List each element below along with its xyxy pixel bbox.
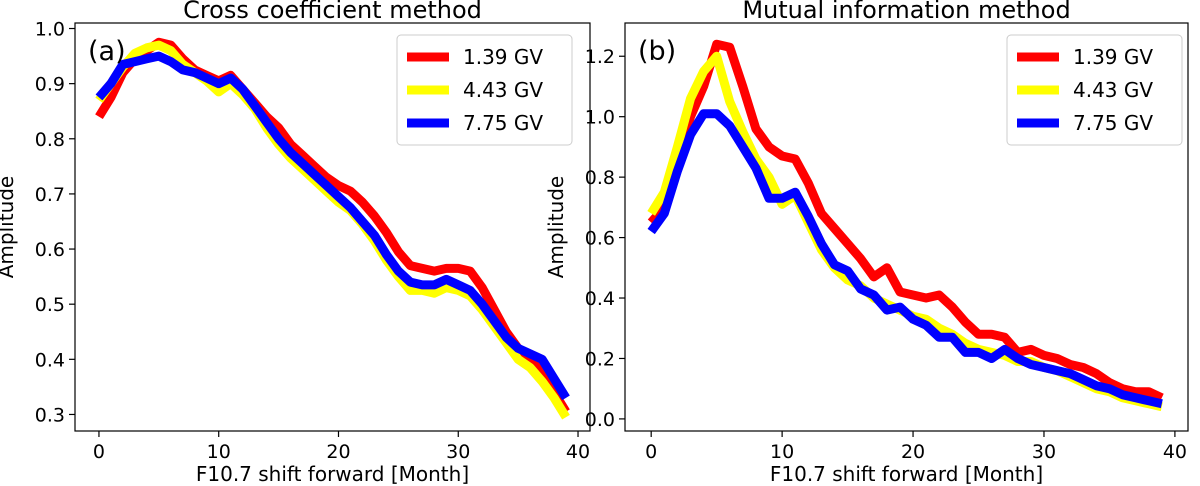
chart-title: Cross coefficient method	[183, 0, 482, 24]
y-tick-label: 0.4	[35, 349, 65, 371]
y-tick-label: 0.2	[585, 348, 615, 370]
chart-title: Mutual information method	[742, 0, 1070, 24]
x-tick-label: 10	[207, 441, 231, 463]
y-tick-label: 1.0	[35, 19, 65, 41]
x-tick-label: 40	[1163, 441, 1187, 463]
legend-entry: 7.75 GV	[1073, 111, 1153, 135]
y-axis-label: Amplitude	[0, 176, 18, 279]
y-tick-label: 1.0	[585, 107, 615, 129]
y-tick-label: 0.6	[585, 228, 615, 250]
x-tick-label: 40	[566, 441, 590, 463]
x-axis-label: F10.7 shift forward [Month]	[770, 462, 1043, 486]
panel-label: (a)	[88, 36, 126, 67]
y-tick-label: 0.7	[35, 184, 65, 206]
y-axis-label: Amplitude	[544, 176, 568, 279]
legend-box	[1006, 34, 1183, 146]
x-tick-label: 0	[93, 441, 105, 463]
plot-frame	[74, 22, 591, 432]
legend: 1.39 GV 4.43 GV 7.75 GV	[1006, 34, 1183, 146]
series-line-1-39-gv	[647, 39, 1164, 402]
x-tick-label: 10	[770, 441, 794, 463]
y-tick-label: 1.2	[585, 46, 615, 68]
chart-panel-1: Mutual information method 0 10 20 30 40 0.0 0.2…	[544, 0, 1189, 486]
y-tick-label: 0.4	[585, 288, 615, 310]
x-tick-label: 20	[901, 441, 925, 463]
legend-entry: 4.43 GV	[1073, 78, 1153, 102]
legend-entry: 1.39 GV	[1073, 45, 1153, 69]
legend-entry: 4.43 GV	[463, 78, 543, 102]
legend-entry: 7.75 GV	[463, 111, 543, 135]
x-tick-label: 30	[1032, 441, 1056, 463]
legend-box	[396, 34, 573, 146]
legend-entry: 1.39 GV	[463, 45, 543, 69]
x-tick-label: 0	[645, 441, 657, 463]
y-tick-label: 0.3	[35, 404, 65, 426]
legend: 1.39 GV 4.43 GV 7.75 GV	[396, 34, 573, 146]
y-tick-label: 0.8	[585, 167, 615, 189]
y-tick-label: 0.6	[35, 239, 65, 261]
y-tick-label: 0.9	[35, 74, 65, 96]
plot-frame	[624, 22, 1189, 432]
series-line-7-75-gv	[95, 51, 570, 401]
panel-label: (b)	[638, 36, 676, 67]
y-tick-label: 0.8	[35, 129, 65, 151]
y-tick-label: 0.5	[35, 294, 65, 316]
chart-panel-0: Cross coefficient method 0 10 20 30 40 0.3 0.4 0…	[0, 0, 591, 486]
x-tick-label: 30	[446, 441, 470, 463]
y-tick-label: 0.0	[585, 409, 615, 431]
series-line-7-75-gv	[647, 109, 1163, 409]
x-tick-label: 20	[326, 441, 350, 463]
x-axis-label: F10.7 shift forward [Month]	[196, 462, 469, 486]
